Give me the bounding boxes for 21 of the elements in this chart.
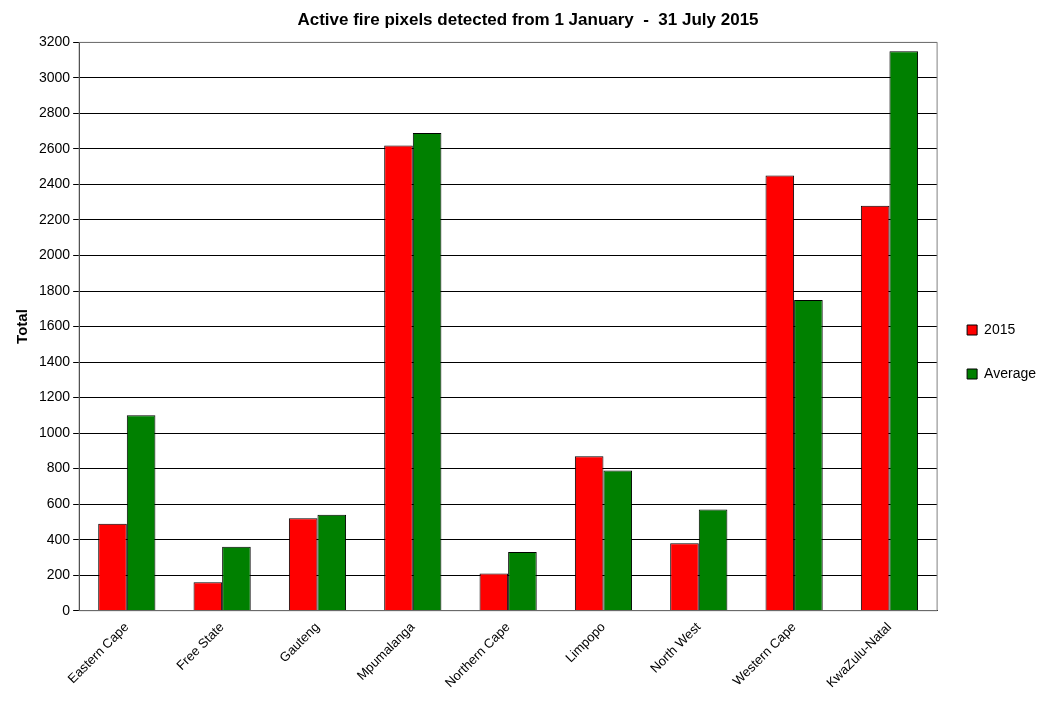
y-tick-label: 2400: [38, 175, 71, 192]
legend-label: Average: [984, 364, 1037, 381]
y-tick-label: 0: [62, 601, 71, 618]
y-tick-label: 1600: [38, 317, 71, 334]
y-tick-label: 2000: [38, 246, 71, 263]
y-tick-label: 1800: [38, 281, 71, 298]
y-tick-label: 200: [46, 566, 71, 583]
legend-label: 2015: [984, 320, 1016, 337]
y-tick-label: 1400: [38, 352, 71, 369]
y-tick-label: 1000: [38, 423, 71, 440]
y-tick-label: 3000: [38, 68, 71, 85]
y-tick-label: 2800: [38, 104, 71, 121]
y-tick-label: 400: [46, 530, 71, 547]
y-axis-title: Total: [13, 309, 31, 344]
chart-title: Active fire pixels detected from 1 January - 31 July 2015: [297, 9, 759, 29]
y-tick-label: 2200: [38, 210, 71, 227]
y-tick-label: 3200: [38, 33, 71, 50]
y-tick-label: 2600: [38, 139, 71, 156]
y-tick-label: 800: [46, 459, 71, 476]
y-tick-label: 600: [46, 494, 71, 511]
y-tick-label: 1200: [38, 388, 71, 405]
